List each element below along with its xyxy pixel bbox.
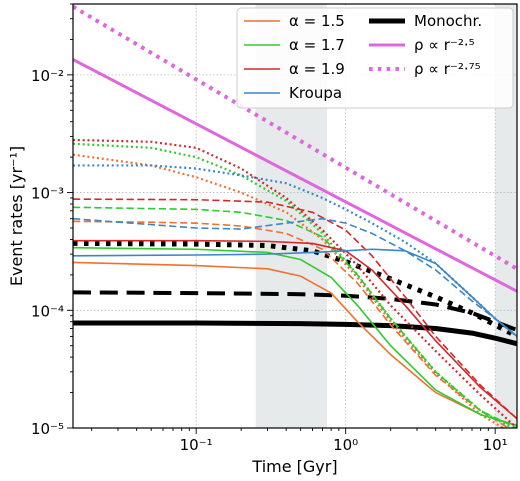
series-line-14 [73,248,517,338]
series-line-3 [73,290,517,332]
y-axis-label: Event rates [yr⁻¹] [7,146,26,286]
plot-frame [72,3,518,429]
x-tick-label-0: 10⁻¹ [180,436,213,454]
axes [72,3,518,429]
legend: α = 1.5 α = 1.7 α = 1.9 Kroupa Monochr. ρ ∝ r… [236,7,514,109]
series-line-13 [73,138,517,428]
series-line-9 [73,206,517,428]
y-tick-label-1: 10⁻⁴ [31,302,64,320]
y-tick-label-0: 10⁻⁵ [31,420,64,438]
legend-label-5: ρ ∝ r⁻²·⁵ [414,36,475,54]
series-line-4 [73,240,517,339]
series-line-8 [73,246,517,427]
series-line-0 [73,58,517,293]
y-tick-label-2: 10⁻³ [31,185,64,203]
tick-marks: 10⁻¹ 10⁰ 10¹ 10⁻⁵ 10⁻⁴ 10⁻³ 10⁻² [31,3,508,454]
legend-box [236,7,514,109]
legend-label-2: α = 1.9 [289,60,345,78]
legend-label-1: α = 1.7 [289,36,345,54]
x-tick-label-1: 10⁰ [333,436,358,454]
series-line-12 [73,198,517,420]
series-line-5 [73,261,517,427]
series-line-15 [73,217,517,338]
series-line-6 [73,220,510,428]
series-line-1 [73,4,517,271]
series-line-7 [73,153,506,428]
series-lines [73,4,517,428]
x-tick-label-2: 10¹ [483,436,508,454]
x-axis-label: Time [Gyr] [251,457,337,476]
legend-label-4: Monochr. [414,12,482,30]
legend-label-3: Kroupa [289,84,342,102]
legend-label-6: ρ ∝ r⁻²·⁷⁵ [414,60,481,78]
legend-label-0: α = 1.5 [289,12,345,30]
y-tick-label-3: 10⁻² [31,67,64,85]
series-line-11 [73,239,517,420]
